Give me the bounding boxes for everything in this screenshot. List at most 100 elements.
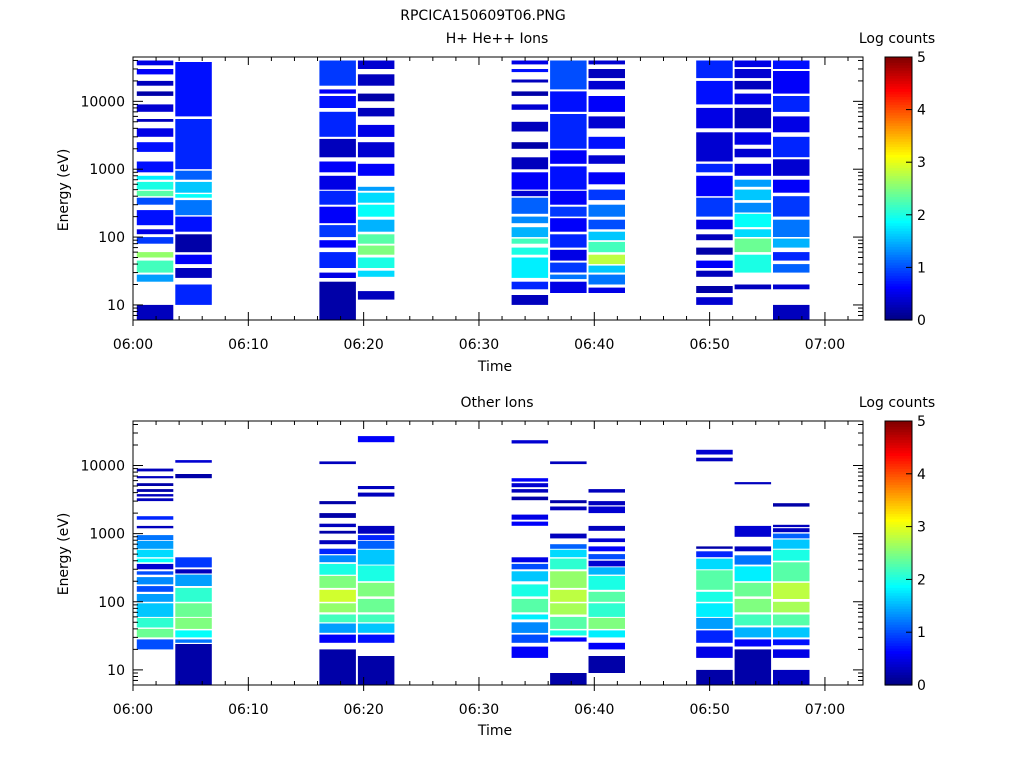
heatmap-cell [773,136,810,158]
colorbar-segment [885,264,912,268]
heatmap-cell [550,673,587,685]
heatmap-cell [136,210,174,226]
colorbar-segment [885,534,912,538]
colorbar-tick-label: 0 [917,678,926,694]
colorbar-segment [885,468,912,472]
colorbar-segment [885,267,912,271]
colorbar-segment [885,312,912,316]
heatmap-cell [588,219,625,230]
heatmap-cell [773,539,810,549]
y-tick-label: 10 [107,298,125,314]
colorbar-segment [885,518,912,522]
y-tick-label: 100 [98,230,125,246]
heatmap-cell [175,603,212,617]
heatmap-cell [511,521,549,526]
heatmap-cell [734,582,772,597]
colorbar-segment [885,531,912,536]
colorbar-segment [885,497,912,501]
heatmap-cell [773,264,810,273]
heatmap-cell [734,639,772,647]
heatmap-cell [588,69,625,79]
heatmap-cell [773,524,810,528]
colorbar-segment [885,57,912,61]
heatmap-cell [734,107,772,129]
heatmap-cell [511,489,549,493]
heatmap-cell [357,565,395,582]
colorbar-segment [885,626,912,631]
colorbar-segment [885,624,912,628]
heatmap-cell [175,170,212,180]
colorbar-tick-label: 3 [917,155,926,171]
heatmap-cell [550,603,587,615]
chart-title: Other Ions [460,395,533,411]
heatmap-cell [136,252,174,258]
colorbar-segment [885,138,912,142]
heatmap-cell [511,646,549,658]
heatmap-cell [319,240,356,248]
colorbar-segment [885,568,912,573]
heatmap-cell [136,91,174,96]
colorbar-segment [885,227,912,232]
colorbar-segment [885,484,912,488]
heatmap-cell [136,69,174,75]
colorbar-tick-label: 4 [917,467,926,483]
colorbar-segment [885,460,912,464]
colorbar-segment [885,201,912,205]
colorbar-segment [885,317,912,321]
colorbar-segment [885,645,912,649]
heatmap-cell [357,291,395,300]
heatmap-cell [588,567,625,575]
heatmap-cell [734,148,772,158]
heatmap-cell [136,617,174,628]
heatmap-cell [696,286,733,293]
colorbar-segment [885,558,912,562]
colorbar-segment [885,93,912,98]
y-axis-label: Energy (eV) [56,149,72,232]
heatmap-cell [357,614,395,623]
colorbar-segment [885,563,912,567]
colorbar-segment [885,508,912,512]
heatmap-cell [588,630,625,638]
heatmap-cell [550,637,587,642]
chart-title: H+ He++ Ions [446,31,549,47]
heatmap-cell [511,157,549,170]
heatmap-cell [511,598,549,613]
colorbar-tick-label: 1 [917,260,926,276]
heatmap-cell [175,587,212,602]
heatmap-cell [734,649,772,685]
heatmap-cell [550,558,587,570]
heatmap-cell [696,60,733,79]
heatmap-cell [773,639,810,646]
heatmap-cell [696,570,733,590]
heatmap-cell [550,616,587,629]
heatmap-cell [588,617,625,629]
colorbar-segment [885,502,912,507]
colorbar-segment [885,117,912,121]
heatmap-cell [175,460,212,463]
heatmap-cell [773,528,810,533]
heatmap-cell [511,571,549,582]
heatmap-cell [588,554,625,560]
heatmap-cell [588,189,625,201]
heatmap-cell [357,219,395,232]
heatmap-cell [136,516,174,520]
heatmap-cell [588,591,625,602]
colorbar-segment [885,233,912,237]
colorbar-segment [885,70,912,74]
colorbar-segment [885,96,912,100]
colorbar-segment [885,582,912,586]
colorbar-segment [885,143,912,148]
colorbar-segment [885,80,912,84]
heatmap-cell [734,555,772,565]
colorbar-segment [885,436,912,441]
heatmap-cell [734,60,772,68]
heatmap-cell [319,225,356,238]
colorbar-segment [885,78,912,82]
heatmap-cell [136,237,174,244]
heatmap-cell [511,281,549,290]
colorbar-segment [885,262,912,266]
heatmap-cell [357,204,395,217]
heatmap-cell [136,558,174,563]
colorbar-segment [885,605,912,610]
heatmap-cell [319,252,356,268]
